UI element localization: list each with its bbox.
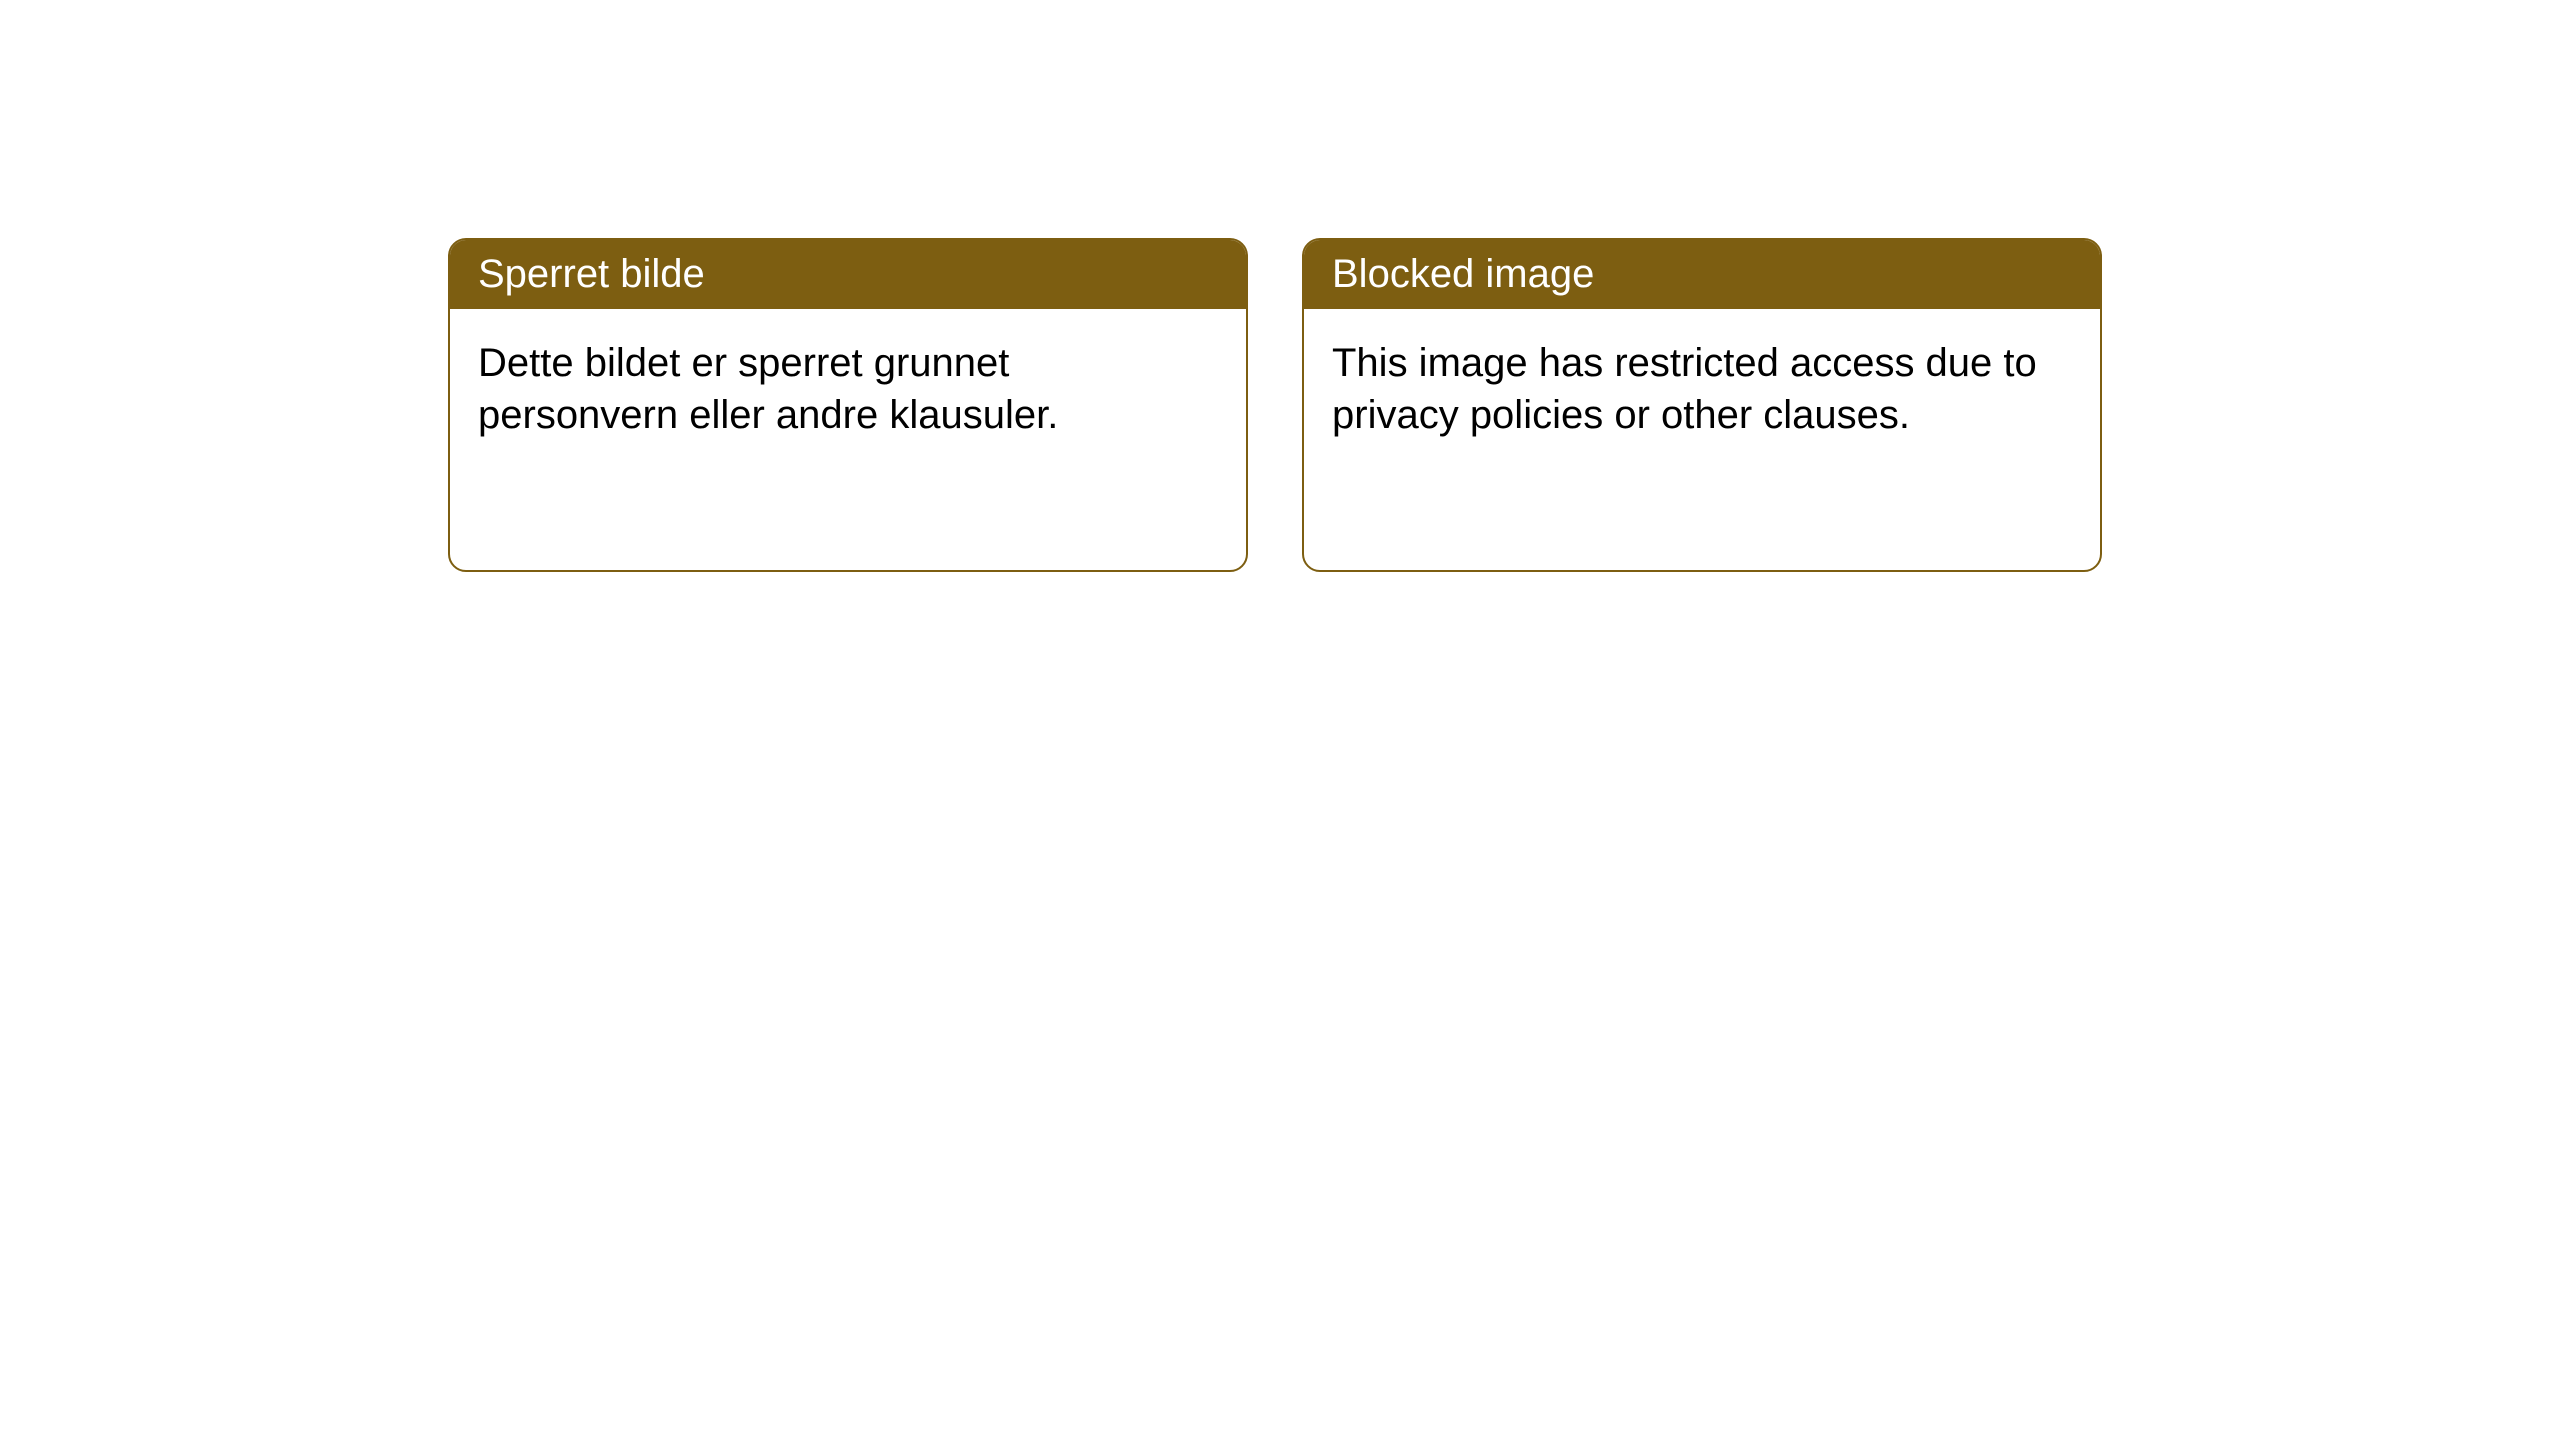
- card-body: This image has restricted access due to …: [1304, 309, 2100, 469]
- card-title: Blocked image: [1304, 240, 2100, 309]
- notice-card-norwegian: Sperret bilde Dette bildet er sperret gr…: [448, 238, 1248, 572]
- card-title: Sperret bilde: [450, 240, 1246, 309]
- notice-card-english: Blocked image This image has restricted …: [1302, 238, 2102, 572]
- notice-container: Sperret bilde Dette bildet er sperret gr…: [0, 0, 2560, 572]
- card-body: Dette bildet er sperret grunnet personve…: [450, 309, 1246, 469]
